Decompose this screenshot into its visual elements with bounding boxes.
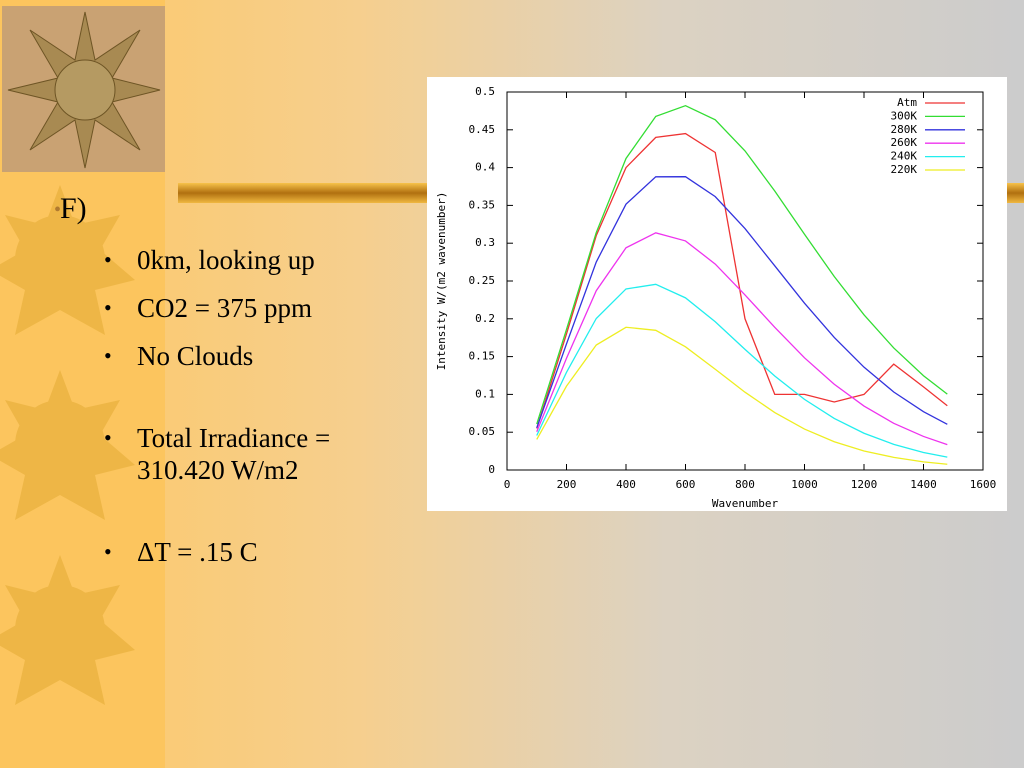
bullet: ΔT = .15 C (100, 536, 390, 568)
y-tick-label: 0.05 (469, 425, 496, 438)
x-tick-label: 200 (557, 478, 577, 491)
series-line (536, 104, 948, 425)
y-tick-label: 0.4 (475, 161, 495, 174)
series-line (536, 326, 948, 465)
y-tick-label: 0.15 (469, 350, 496, 363)
bullet: CO2 = 375 ppm (100, 292, 390, 324)
series-line (536, 232, 948, 446)
legend-label: Atm (897, 96, 917, 109)
y-tick-label: 0.45 (469, 123, 496, 136)
x-tick-label: 1400 (910, 478, 937, 491)
sun-face (54, 59, 116, 121)
y-axis-label: Intensity W/(m2 wavenumber) (435, 192, 448, 371)
sun-decor (0, 185, 135, 705)
legend-label: 280K (891, 123, 918, 136)
x-tick-label: 0 (504, 478, 511, 491)
series-line (536, 176, 948, 429)
series-line (536, 283, 948, 458)
x-tick-label: 1000 (791, 478, 818, 491)
y-tick-label: 0.2 (475, 312, 495, 325)
legend-label: 260K (891, 136, 918, 149)
legend-label: 220K (891, 163, 918, 176)
y-tick-label: 0.1 (475, 387, 495, 400)
chart-background (427, 77, 1007, 511)
heading: F) (54, 192, 87, 226)
bullet: Total Irradiance = 310.420 W/m2 (100, 422, 390, 486)
x-tick-label: 600 (676, 478, 696, 491)
bullet: 0km, looking up (100, 244, 390, 276)
x-tick-label: 400 (616, 478, 636, 491)
y-tick-label: 0.25 (469, 274, 496, 287)
y-tick-label: 0.5 (475, 85, 495, 98)
legend-label: 240K (891, 150, 918, 163)
x-tick-label: 800 (735, 478, 755, 491)
x-tick-label: 1600 (970, 478, 997, 491)
x-tick-label: 1200 (851, 478, 878, 491)
series-line (536, 132, 948, 429)
x-axis-label: Wavenumber (712, 497, 779, 510)
y-tick-label: 0.3 (475, 236, 495, 249)
bullet: No Clouds (100, 340, 390, 372)
bullet-list: 0km, looking up CO2 = 375 ppm No Clouds … (100, 244, 390, 584)
legend-label: 300K (891, 109, 918, 122)
y-tick-label: 0.35 (469, 198, 496, 211)
y-tick-label: 0 (488, 463, 495, 476)
